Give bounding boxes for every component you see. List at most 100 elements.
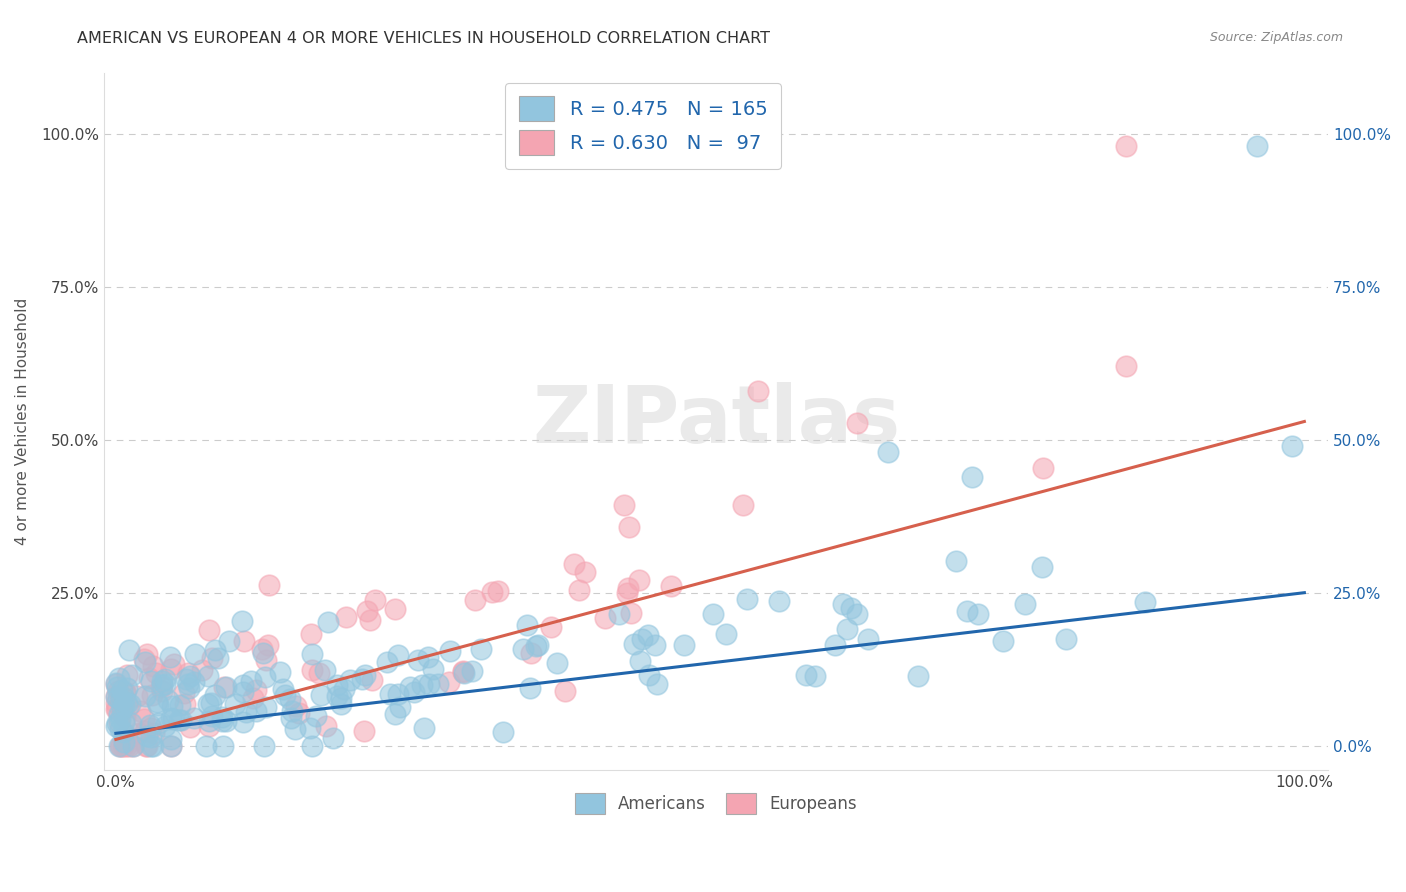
Point [108,712,131,726]
Point [174,697,197,711]
Point [305,709,328,723]
Point [214,680,236,694]
Point [112,714,135,729]
Point [232,685,254,699]
Point [380,687,402,701]
Point [114,685,136,699]
Point [110,692,132,706]
Point [714,626,737,640]
Point [856,632,879,646]
Point [159,650,181,665]
Point [155,677,177,691]
Point [211,709,233,723]
Point [138,671,160,685]
Point [254,653,277,667]
Point [174,673,197,687]
Point [145,695,167,709]
Point [747,384,769,398]
Point [105,677,128,691]
Point [104,719,127,733]
Point [439,643,461,657]
Point [120,697,142,711]
Point [387,687,409,701]
Point [731,498,754,512]
Point [325,678,347,692]
Point [315,719,337,733]
Point [127,689,149,703]
Point [107,683,129,698]
Point [384,706,406,721]
Legend: Americans, Europeans: Americans, Europeans [565,783,868,824]
Point [387,648,409,662]
Point [128,726,150,740]
Point [314,663,336,677]
Point [134,652,156,666]
Point [388,700,411,714]
Point [235,705,257,719]
Point [1281,439,1303,453]
Point [160,739,183,753]
Point [139,730,162,744]
Point [108,671,131,685]
Point [250,642,273,657]
Point [299,721,322,735]
Point [492,725,515,739]
Point [128,704,150,718]
Point [139,721,162,735]
Point [115,681,138,695]
Point [134,690,156,704]
Point [135,647,157,661]
Point [316,615,339,629]
Point [1246,139,1268,153]
Point [613,498,636,512]
Point [117,642,139,657]
Point [804,669,827,683]
Point [197,697,219,711]
Point [141,673,163,688]
Point [115,668,138,682]
Point [1054,632,1077,646]
Point [107,691,129,706]
Point [546,656,568,670]
Point [426,677,449,691]
Point [616,581,638,595]
Point [114,709,136,723]
Point [207,650,229,665]
Point [201,651,224,665]
Point [155,719,177,733]
Point [160,711,183,725]
Point [350,672,373,686]
Point [232,678,254,692]
Point [470,642,492,657]
Point [481,585,503,599]
Point [112,738,135,752]
Point [173,686,195,700]
Point [956,605,979,619]
Point [451,665,474,679]
Point [568,583,591,598]
Point [623,637,645,651]
Point [402,685,425,699]
Point [198,719,221,733]
Point [907,669,929,683]
Point [464,593,486,607]
Point [824,639,846,653]
Point [519,681,541,695]
Point [112,735,135,749]
Point [169,698,191,712]
Point [200,697,222,711]
Point [105,675,128,690]
Point [159,662,181,676]
Point [645,677,668,691]
Point [620,606,643,620]
Point [177,665,200,680]
Point [339,673,361,687]
Point [134,655,156,669]
Point [637,628,659,642]
Point [134,712,156,726]
Point [141,688,163,702]
Point [845,607,868,622]
Point [146,698,169,712]
Point [326,689,349,703]
Point [224,697,246,711]
